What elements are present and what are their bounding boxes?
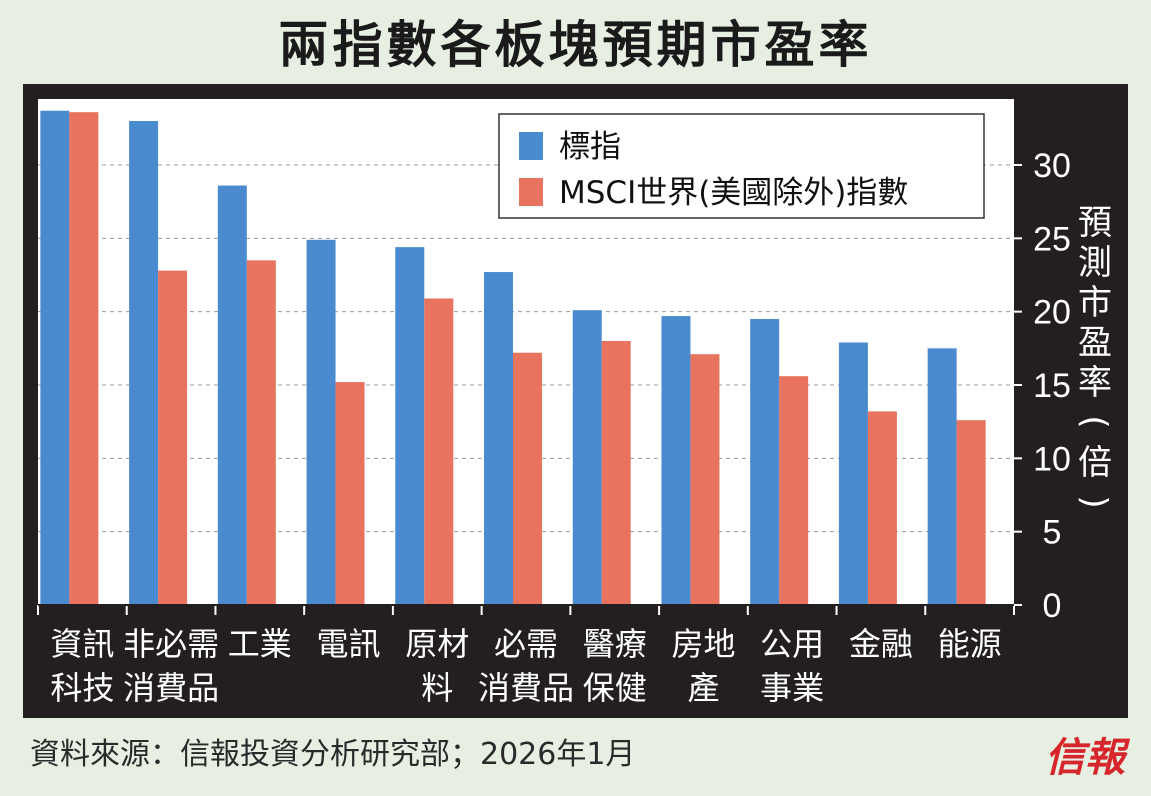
y-tick-label: 15: [1033, 367, 1071, 405]
bar-msci: [335, 382, 365, 605]
y-axis-label-char: (: [1074, 415, 1114, 428]
x-tick-label: 產: [687, 669, 719, 707]
x-tick-label: 能源: [938, 625, 1002, 663]
bar-hsi: [572, 310, 602, 605]
bar-hsi: [395, 247, 425, 605]
bar-msci: [246, 260, 276, 605]
y-axis-label-char: ): [1074, 495, 1114, 508]
y-tick-label: 25: [1033, 220, 1071, 258]
legend-label: MSCI世界(美國除外)指數: [559, 175, 908, 211]
x-tick-label: 料: [421, 669, 453, 707]
y-tick-label: 0: [1043, 587, 1062, 625]
bar-msci: [867, 411, 897, 605]
y-axis-label-char: 預: [1078, 203, 1112, 243]
bar-hsi: [661, 316, 691, 605]
bar-msci: [513, 352, 542, 605]
bar-hsi: [484, 272, 513, 605]
x-tick-label: 保健: [583, 669, 647, 707]
x-tick-label: 房地: [671, 625, 735, 663]
chart-panel: 0 5 10 15 20 25 30 資訊 科技 非必需 消費品 工業 電訊 原材料必需 消費品 醫療 保健 房地…: [23, 84, 1128, 718]
source-note: 資料來源：信報投資分析研究部；2026年1月: [30, 737, 636, 772]
x-tick-label: 醫療: [583, 625, 647, 663]
bar-hsi: [217, 185, 247, 605]
x-tick-label: 消費品: [123, 669, 219, 707]
bar-msci: [779, 376, 809, 605]
bar-msci: [158, 270, 188, 605]
x-tick-label: 事業: [760, 669, 824, 707]
legend: [498, 113, 985, 219]
bar-msci: [69, 112, 99, 605]
x-tick-label: 必需: [494, 625, 558, 663]
bar-hsi: [750, 319, 780, 605]
y-axis-label-char: 倍: [1078, 443, 1112, 483]
x-tick-label: 原材: [405, 625, 469, 663]
bar-msci: [956, 420, 986, 605]
bar-hsi: [40, 110, 70, 605]
bar-msci: [424, 298, 454, 605]
y-tick-label: 20: [1033, 294, 1071, 332]
legend-label: 標指: [559, 129, 621, 165]
y-axis-label-char: 測: [1078, 243, 1112, 283]
x-tick-label: 公用: [760, 625, 824, 663]
y-axis-label-char: 市: [1078, 283, 1112, 323]
x-tick-label: 工業: [228, 625, 292, 663]
bar-msci: [690, 354, 720, 605]
publisher-logo: 信報: [1045, 734, 1125, 781]
chart-title: 兩指數各板塊預期市盈率: [278, 16, 873, 74]
bar-msci: [601, 341, 631, 605]
x-tick-label: 非必需: [123, 625, 219, 663]
bar-hsi: [129, 121, 159, 605]
bar-hsi: [838, 342, 868, 605]
legend-swatch: [519, 178, 543, 206]
y-axis-label-char: 盈: [1078, 323, 1112, 363]
y-tick-label: 30: [1033, 147, 1071, 185]
bar-hsi: [927, 348, 957, 605]
bar-hsi: [306, 239, 336, 606]
x-tick-label: 科技: [50, 669, 114, 707]
x-tick-label: 消費品: [478, 669, 574, 707]
y-axis-label-char: 率: [1078, 363, 1112, 403]
x-tick-label: 金融: [849, 625, 913, 663]
x-tick-label: 資訊: [50, 625, 114, 663]
legend-swatch: [519, 132, 543, 160]
y-tick-label: 5: [1043, 514, 1062, 552]
x-tick-label: 電訊: [317, 625, 381, 663]
y-tick-label: 10: [1033, 440, 1071, 478]
